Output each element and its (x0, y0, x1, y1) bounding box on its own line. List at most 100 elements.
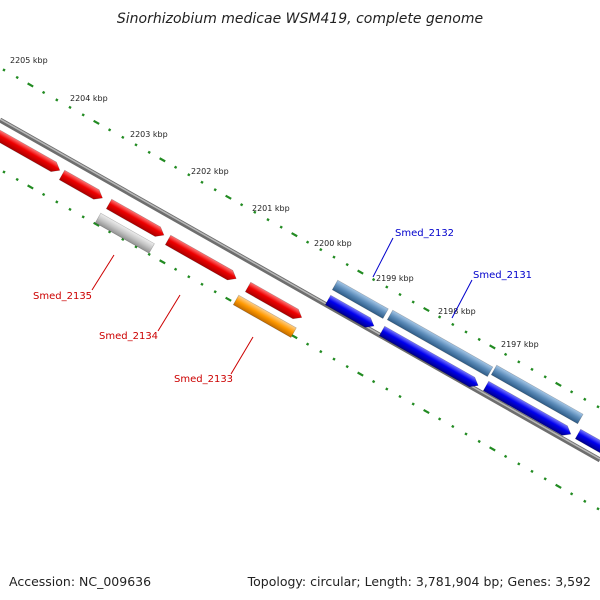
gene-blue-1-shape (324, 294, 375, 328)
scale-label: 2198 kbp (438, 307, 476, 316)
outer-scale-tick (239, 203, 244, 207)
scale-ring-outer (2, 68, 600, 409)
inner-scale-tick (451, 424, 455, 429)
outer-scale-tick (121, 135, 125, 139)
gene-smed-2135[interactable] (94, 212, 155, 254)
inner-scale-tick (93, 221, 100, 227)
gene-smed-2133[interactable] (232, 294, 297, 338)
inner-scale-tick (291, 334, 298, 340)
scale-label: 2200 kbp (314, 239, 352, 248)
inner-scale-tick (583, 499, 587, 503)
gene-red-2[interactable] (58, 169, 105, 203)
outer-scale-tick (305, 240, 310, 244)
outer-scale-tick (253, 210, 257, 214)
genome-backbone (0, 117, 600, 463)
outer-scale-tick (569, 390, 574, 394)
gene-red-1-shape (0, 127, 61, 172)
outer-scale-tick (345, 262, 349, 267)
inner-scale-tick (55, 200, 59, 204)
gene-red-3-shape (105, 198, 165, 237)
scale-label: 2199 kbp (376, 274, 414, 283)
outer-scale-tick (398, 292, 402, 297)
outer-scale-tick (517, 360, 521, 364)
inner-scale-tick (345, 364, 349, 369)
gene-red-1[interactable] (0, 127, 63, 175)
gene-blue-1[interactable] (324, 294, 376, 331)
outer-scale-tick (555, 381, 562, 387)
outer-scale-tick (173, 165, 178, 169)
inner-scale-tick (423, 408, 430, 415)
gene-smed-2133-shape (232, 294, 297, 338)
gene-red-4[interactable] (164, 234, 239, 283)
outer-scale-tick (503, 352, 508, 357)
inner-scale-tick (225, 296, 232, 302)
gene-steel-3[interactable] (490, 364, 584, 425)
inner-scale-tick (200, 282, 204, 286)
label-leader-line (157, 294, 181, 332)
gene-smed-2131[interactable] (386, 309, 494, 377)
scale-label: 2202 kbp (191, 167, 229, 176)
gene-blue-3[interactable] (482, 380, 573, 439)
gene-smed-2132-shape (331, 279, 389, 319)
gene-smed-2131-shape (386, 309, 494, 377)
outer-scale-tick (357, 269, 364, 275)
outer-scale-tick (543, 375, 547, 379)
gene-smed-2135-shape (94, 212, 155, 254)
scale-label: 2201 kbp (252, 204, 290, 213)
inner-scale-tick (68, 207, 72, 212)
outer-scale-tick (451, 322, 455, 327)
inner-scale-tick (187, 275, 191, 279)
inner-scale-tick (411, 402, 415, 406)
inner-scale-tick (147, 252, 151, 256)
outer-scale-tick (93, 119, 100, 125)
gene-labels: Smed_2135 Smed_2134 Smed_2133 Smed_2132 … (33, 228, 532, 385)
outer-scale-tick (187, 173, 191, 177)
gene-red-5[interactable] (244, 281, 304, 322)
gene-track (0, 127, 600, 462)
inner-scale-tick (15, 177, 19, 182)
inner-scale-tick (134, 245, 138, 249)
outer-scale-tick (107, 128, 112, 132)
outer-scale-tick (596, 405, 600, 409)
gene-label-smed-2133[interactable]: Smed_2133 (174, 374, 233, 385)
map-title: Sinorhizobium medicae WSM419, complete g… (117, 11, 483, 27)
outer-scale-tick (27, 82, 34, 88)
inner-scale-tick (517, 462, 521, 466)
gene-label-smed-2135[interactable]: Smed_2135 (33, 291, 92, 302)
outer-scale-tick (2, 68, 6, 72)
outer-scale-tick (423, 306, 430, 313)
outer-scale-tick (200, 180, 204, 184)
gene-blue-2-shape (378, 325, 479, 388)
inner-scale-tick (213, 290, 217, 294)
outer-scale-tick (55, 98, 59, 102)
outer-scale-tick (411, 300, 415, 304)
label-leader-line (372, 237, 394, 278)
inner-scale-tick (319, 349, 323, 354)
inner-scale-tick (398, 394, 402, 399)
gene-blue-2[interactable] (378, 325, 481, 390)
backbone-highlight (0, 118, 600, 460)
gene-label-smed-2134[interactable]: Smed_2134 (99, 331, 158, 342)
gene-blue-4[interactable] (574, 428, 600, 462)
inner-scale-tick (530, 469, 534, 474)
inner-scale-tick (121, 237, 125, 241)
inner-scale-tick (27, 184, 34, 190)
inner-scale-tick (437, 417, 442, 421)
inner-scale-tick (385, 387, 389, 391)
outer-scale-tick (134, 143, 138, 147)
gene-smed-2132[interactable] (331, 279, 389, 319)
outer-scale-tick (319, 247, 323, 252)
gene-label-smed-2132[interactable]: Smed_2132 (395, 228, 454, 239)
accession-text: Accession: NC_009636 (9, 574, 151, 589)
gene-label-smed-2131[interactable]: Smed_2131 (473, 270, 532, 281)
outer-scale-tick (225, 194, 232, 200)
gene-red-3[interactable] (105, 198, 166, 240)
outer-scale-tick (68, 105, 72, 110)
outer-scale-tick (41, 90, 46, 95)
outer-scale-tick (159, 157, 166, 163)
inner-scale-tick (107, 230, 112, 234)
inner-scale-tick (173, 267, 178, 271)
inner-scale-tick (357, 371, 364, 377)
inner-scale-tick (464, 432, 468, 436)
